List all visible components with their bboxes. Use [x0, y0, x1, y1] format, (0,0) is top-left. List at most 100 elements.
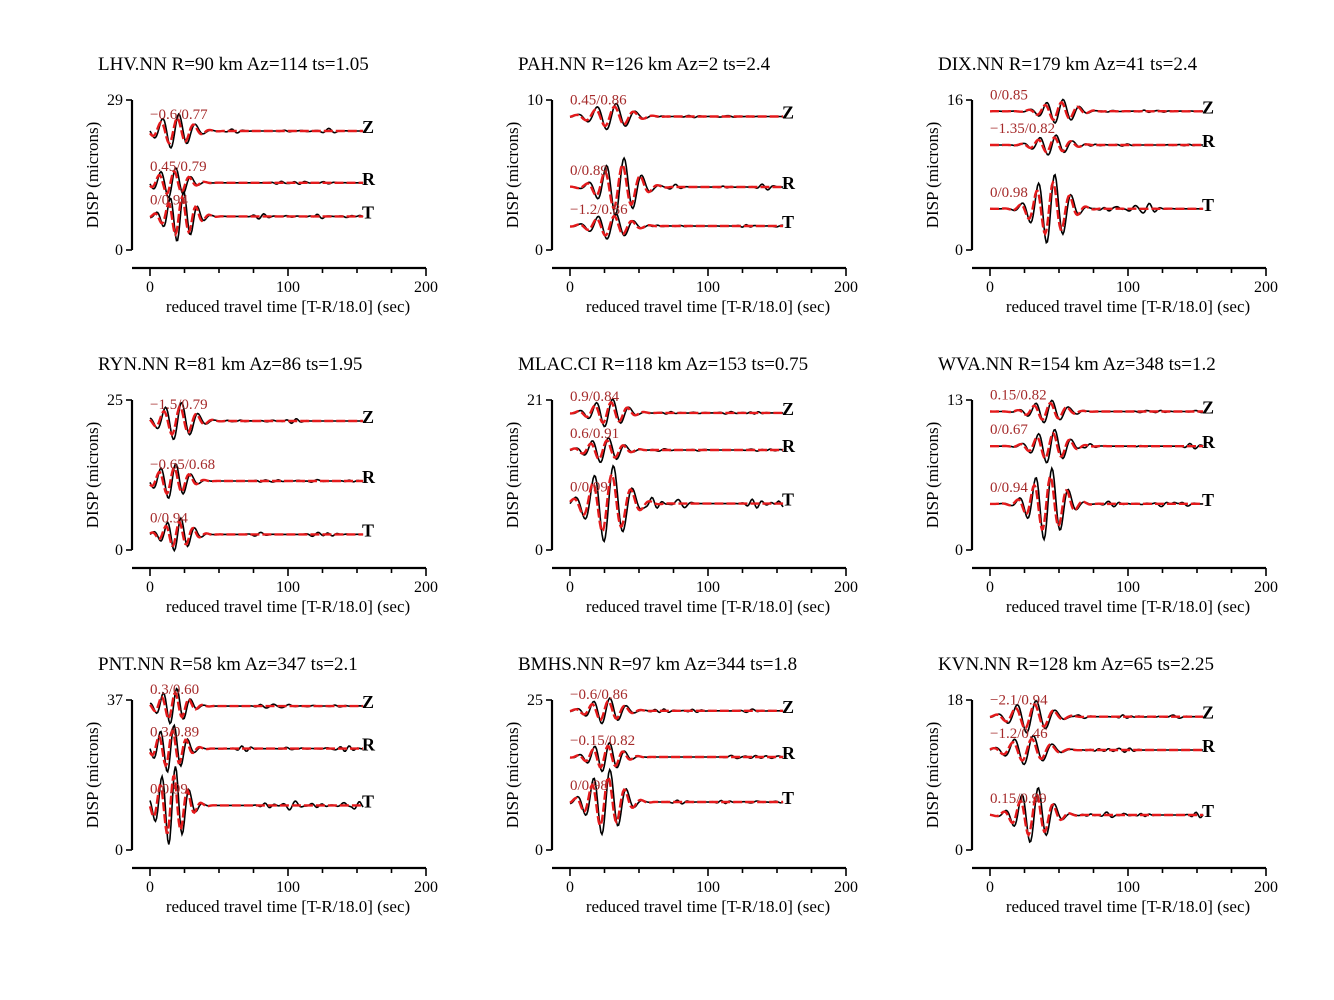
y-tick-label: 25: [107, 392, 123, 409]
subplot: KVN.NN R=128 km Az=65 ts=2.25 0 18 DISP (mi…: [923, 654, 1278, 916]
y-axis-label: DISP (microns): [503, 422, 522, 529]
subplot-title: PNT.NN R=58 km Az=347 ts=2.1: [98, 654, 358, 675]
subplot-title: RYN.NN R=81 km Az=86 ts=1.95: [98, 354, 362, 375]
subplot-title: MLAC.CI R=118 km Az=153 ts=0.75: [518, 354, 808, 375]
shift-correlation-label: 0/0.94: [150, 192, 188, 208]
synthetic-trace: [569, 439, 784, 461]
y-axis-label: DISP (microns): [83, 722, 102, 829]
shift-correlation-label: 0/0.94: [150, 510, 188, 526]
x-tick-label: 200: [414, 279, 438, 296]
component-label: Z: [782, 103, 794, 123]
x-axis-label: reduced travel time [T-R/18.0] (sec): [1006, 297, 1250, 316]
synthetic-trace: [990, 474, 1204, 532]
component-label: R: [1202, 131, 1216, 151]
x-tick-label: 200: [414, 579, 438, 596]
observed-trace: [990, 98, 1204, 125]
component-label: R: [782, 436, 796, 456]
y-tick-label: 10: [527, 92, 543, 109]
observed-trace: [989, 734, 1204, 766]
synthetic-trace: [569, 775, 784, 827]
shift-correlation-label: −0.15/0.82: [570, 733, 635, 749]
synthetic-trace: [148, 728, 364, 768]
y-tick-label: 0: [115, 842, 123, 859]
x-tick-label: 100: [696, 879, 720, 896]
y-tick-label: 29: [107, 92, 123, 109]
y-axis-label: DISP (microns): [923, 122, 942, 229]
component-label: Z: [362, 117, 374, 137]
y-tick-label: 18: [947, 692, 963, 709]
component-label: Z: [1202, 398, 1214, 418]
shift-correlation-label: 0.45/0.79: [150, 159, 207, 175]
shift-correlation-label: −0.65/0.68: [150, 457, 215, 473]
shift-correlation-label: −0.6/0.77: [150, 107, 208, 123]
observed-trace: [569, 464, 784, 543]
y-tick-label: 0: [955, 242, 963, 259]
shift-correlation-label: 0.3/0.60: [150, 682, 199, 698]
component-label: R: [1202, 432, 1216, 452]
component-label: T: [1202, 490, 1214, 510]
x-axis-label: reduced travel time [T-R/18.0] (sec): [166, 897, 410, 916]
component-label: R: [782, 173, 796, 193]
shift-correlation-label: 0/0.85: [990, 87, 1028, 103]
component-label: R: [362, 169, 376, 189]
subplot: LHV.NN R=90 km Az=114 ts=1.05 0 29 DISP (mi…: [83, 54, 438, 316]
component-label: T: [362, 202, 374, 222]
y-axis-label: DISP (microns): [83, 122, 102, 229]
synthetic-trace: [989, 179, 1204, 237]
synthetic-trace: [570, 214, 784, 237]
y-axis-label: DISP (microns): [83, 422, 102, 529]
x-axis-label: reduced travel time [T-R/18.0] (sec): [1006, 897, 1250, 916]
synthetic-trace: [149, 194, 364, 238]
subplot-title: KVN.NN R=128 km Az=65 ts=2.25: [938, 654, 1214, 675]
x-tick-label: 0: [566, 879, 574, 896]
component-label: Z: [782, 697, 794, 717]
shift-correlation-label: −1.5/0.79: [150, 397, 208, 413]
subplot-title: BMHS.NN R=97 km Az=344 ts=1.8: [518, 654, 797, 675]
x-tick-label: 100: [276, 879, 300, 896]
subplot-title: WVA.NN R=154 km Az=348 ts=1.2: [938, 354, 1216, 375]
y-tick-label: 13: [947, 392, 963, 409]
x-axis-label: reduced travel time [T-R/18.0] (sec): [166, 597, 410, 616]
x-tick-label: 100: [276, 579, 300, 596]
y-tick-label: 0: [115, 242, 123, 259]
x-tick-label: 200: [1254, 279, 1278, 296]
observed-trace: [569, 398, 784, 428]
y-tick-label: 0: [955, 542, 963, 559]
x-axis-label: reduced travel time [T-R/18.0] (sec): [586, 297, 830, 316]
subplot: DIX.NN R=179 km Az=41 ts=2.4 0 16 DISP (mic…: [923, 54, 1278, 316]
synthetic-trace: [149, 690, 364, 721]
shift-correlation-label: −0.6/0.86: [570, 687, 628, 703]
x-tick-label: 100: [696, 279, 720, 296]
synthetic-trace: [990, 136, 1204, 154]
synthetic-trace: [989, 703, 1204, 730]
x-tick-label: 200: [834, 279, 858, 296]
component-label: Z: [362, 692, 374, 712]
x-tick-label: 100: [696, 579, 720, 596]
synthetic-trace: [570, 164, 784, 210]
shift-correlation-label: 0/0.98: [570, 778, 608, 794]
component-label: T: [782, 212, 794, 232]
x-tick-label: 200: [1254, 879, 1278, 896]
subplot-title: LHV.NN R=90 km Az=114 ts=1.05: [98, 54, 369, 75]
shift-correlation-label: 0/0.89: [570, 163, 608, 179]
y-tick-label: 0: [955, 842, 963, 859]
x-axis-label: reduced travel time [T-R/18.0] (sec): [166, 297, 410, 316]
observed-trace: [570, 156, 784, 218]
subplot: RYN.NN R=81 km Az=86 ts=1.95 0 25 DISP (mic…: [83, 354, 438, 616]
x-tick-label: 0: [146, 279, 154, 296]
component-label: R: [362, 467, 376, 487]
y-tick-label: 0: [535, 842, 543, 859]
y-tick-label: 0: [115, 542, 123, 559]
x-axis-label: reduced travel time [T-R/18.0] (sec): [586, 897, 830, 916]
x-tick-label: 200: [1254, 579, 1278, 596]
subplot: PNT.NN R=58 km Az=347 ts=2.1 0 37 DISP (mic…: [83, 654, 438, 916]
synthetic-trace: [149, 405, 364, 437]
shift-correlation-label: −2.1/0.94: [990, 693, 1048, 709]
synthetic-trace: [149, 116, 364, 145]
x-axis-label: reduced travel time [T-R/18.0] (sec): [1006, 597, 1250, 616]
shift-correlation-label: 0.3/0.89: [150, 725, 199, 741]
component-label: R: [362, 735, 376, 755]
component-label: R: [782, 743, 796, 763]
x-tick-label: 200: [414, 879, 438, 896]
shift-correlation-label: −1.35/0.82: [990, 121, 1055, 137]
